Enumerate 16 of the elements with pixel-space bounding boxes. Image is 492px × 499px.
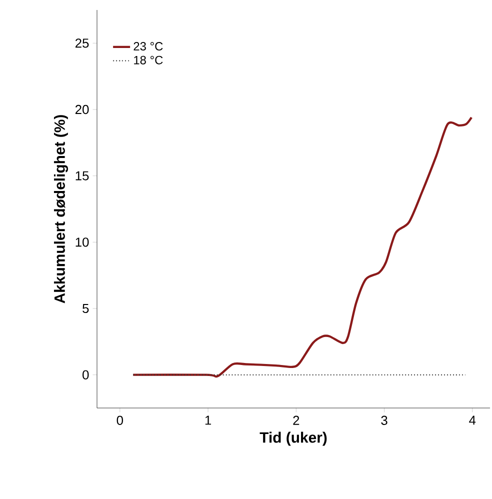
legend-label: 18 °C (134, 56, 163, 64)
y-tick-label: 25 (75, 38, 89, 48)
x-axis-title: Tid (uker) (260, 432, 327, 446)
y-tick-label: 20 (75, 104, 89, 114)
x-tick-label: 2 (293, 416, 300, 425)
y-tick-label: 5 (82, 304, 89, 314)
x-tick-label: 0 (116, 416, 124, 425)
legend-label: 23 °C (134, 42, 163, 50)
x-tick-label: 3 (381, 416, 388, 425)
x-tick-label: 1 (205, 416, 212, 425)
y-tick-label: 10 (76, 238, 89, 247)
line-series (132, 116, 473, 378)
y-tick-label: 15 (76, 171, 89, 180)
y-tick-label: 0 (82, 370, 89, 380)
x-tick-label: 4 (469, 416, 476, 425)
y-axis-title: Akkumulert dødelighet (%) (54, 115, 68, 304)
